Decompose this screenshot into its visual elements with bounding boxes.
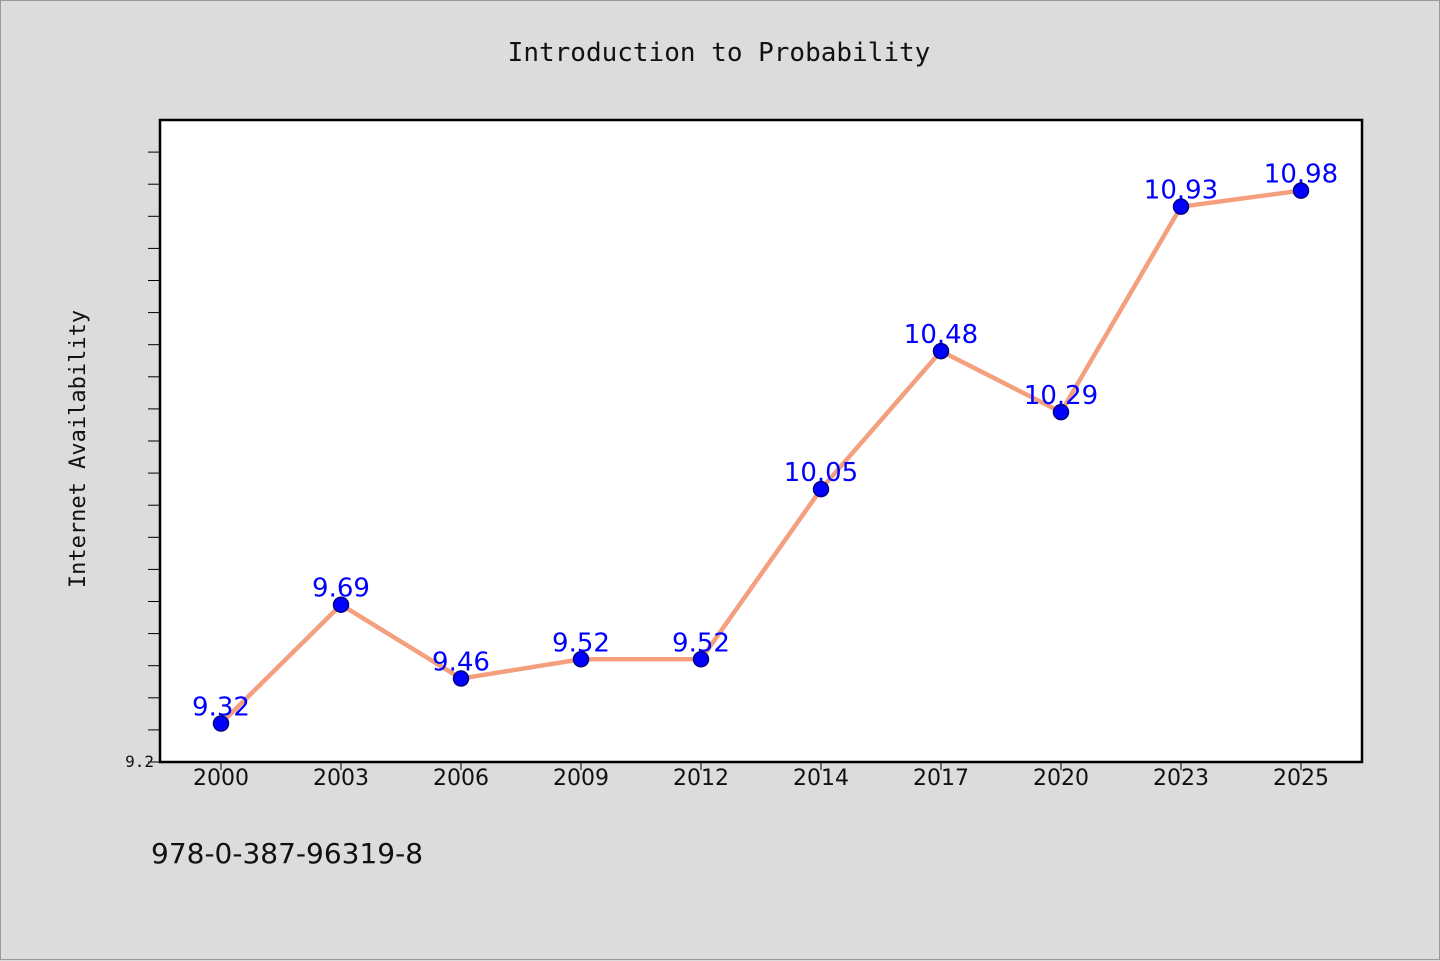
y-axis-ticks: 9.2 (125, 151, 160, 771)
data-point (1172, 198, 1190, 215)
isbn-footer: 978-0-387-96319-8 (151, 837, 423, 870)
x-tick-label: 2012 (673, 766, 729, 791)
data-label: 10.29 (1024, 381, 1098, 411)
data-label: 9.69 (312, 574, 370, 604)
x-tick-label: 2023 (1153, 766, 1209, 791)
data-point (572, 651, 590, 668)
data-point (332, 596, 350, 613)
x-tick-label: 2006 (433, 766, 489, 791)
series-line (219, 188, 1302, 726)
data-label: 9.46 (432, 648, 490, 678)
x-tick-label: 2009 (553, 766, 609, 791)
data-point (1052, 403, 1070, 421)
data-label: 10.48 (904, 320, 978, 350)
data-label: 10.98 (1264, 160, 1338, 190)
data-point (212, 715, 230, 732)
series-group (212, 182, 1310, 732)
data-label: 10.93 (1144, 176, 1218, 206)
data-label: 9.32 (192, 692, 250, 722)
data-point (692, 651, 710, 668)
data-label: 9.52 (552, 628, 610, 658)
y-tick-label: 9.2 (125, 752, 154, 771)
data-point (812, 480, 830, 498)
data-labels-group: 9.32 9.69 9.46 9.52 9.52 10.05 10.48 10.29 10.93… (192, 160, 1338, 723)
x-tick-label: 2020 (1033, 766, 1089, 791)
x-axis-ticks: 2000 2003 2006 2009 2012 2014 2017 2020 2023 2025 (193, 762, 1329, 791)
y-axis-label: Internet Availability (66, 310, 91, 588)
data-point (452, 670, 470, 687)
data-label: 10.05 (784, 458, 858, 488)
x-tick-label: 2025 (1273, 766, 1329, 791)
x-tick-label: 2017 (913, 766, 969, 791)
x-tick-label: 2014 (793, 766, 849, 791)
data-label: 9.52 (672, 628, 730, 658)
x-tick-label: 2000 (193, 766, 249, 791)
data-point (1292, 182, 1310, 199)
plot-area (158, 118, 1364, 764)
x-tick-label: 2003 (313, 766, 369, 791)
chart-title: Introduction to Probability (508, 38, 931, 68)
data-point (932, 342, 950, 360)
